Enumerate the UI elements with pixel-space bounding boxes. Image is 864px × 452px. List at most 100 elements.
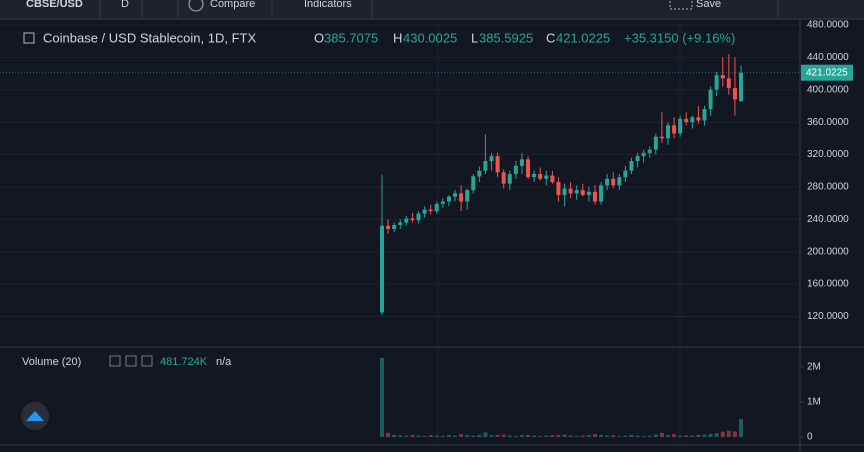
- volume-bar: [446, 434, 451, 437]
- volume-title: Volume (20): [22, 356, 81, 368]
- price-tick-label: 400.0000: [807, 84, 849, 95]
- o-label: O: [314, 30, 324, 45]
- volume-tick-label: 1M: [807, 397, 821, 408]
- volume-tick-label: 0: [807, 432, 813, 443]
- price-tick-label: 160.0000: [807, 279, 849, 290]
- volume-bar: [398, 435, 403, 437]
- candle-body: [720, 75, 725, 79]
- volume-bar: [519, 435, 524, 437]
- volume-bar: [696, 434, 701, 437]
- volume-bar: [440, 435, 445, 437]
- candle-body: [538, 173, 543, 179]
- legend-title: Coinbase / USD Stablecoin, 1D, FTX: [43, 30, 256, 45]
- collapse-icon[interactable]: [23, 32, 35, 44]
- volume-bar: [635, 435, 640, 437]
- candle-body: [611, 178, 616, 186]
- candle-body: [526, 159, 531, 178]
- candle-body: [550, 175, 555, 183]
- indicators-button[interactable]: Indicators: [304, 0, 352, 10]
- candle-body: [635, 156, 640, 161]
- candle-body: [532, 173, 537, 178]
- candle-body: [592, 191, 597, 202]
- volume-bar: [471, 435, 476, 437]
- vol-icon[interactable]: [125, 355, 137, 367]
- volume-bar: [665, 434, 670, 437]
- compare-icon[interactable]: [188, 0, 204, 12]
- symbol[interactable]: CBSE/USD: [26, 0, 83, 10]
- candle-body: [544, 175, 549, 179]
- candle-body: [446, 196, 451, 202]
- candle-body: [477, 170, 482, 177]
- candle-body: [708, 89, 713, 110]
- price-tick-label: 320.0000: [807, 149, 849, 160]
- layout-icon[interactable]: [669, 0, 693, 10]
- candle-body: [726, 78, 731, 89]
- volume-bar: [538, 435, 543, 437]
- candle-body: [702, 109, 707, 121]
- volume-bar: [684, 435, 689, 437]
- candle-body: [483, 160, 488, 171]
- current-price: 421.0225: [806, 67, 848, 78]
- volume-bar: [623, 435, 628, 437]
- candle-body: [519, 159, 524, 166]
- volume-bar: [629, 434, 634, 437]
- volume-bar: [392, 434, 397, 437]
- volume-bar: [562, 434, 567, 437]
- volume-bar: [465, 435, 470, 437]
- volume-bar: [726, 430, 731, 437]
- volume-bar: [422, 435, 427, 437]
- volume-bar: [410, 434, 415, 437]
- volume-bar: [477, 434, 482, 437]
- candle-body: [398, 222, 403, 225]
- candle-body: [599, 185, 604, 202]
- candle-body: [690, 117, 695, 123]
- volume-bar: [659, 432, 664, 437]
- l-label: L: [471, 30, 478, 45]
- volume-bar: [647, 435, 652, 437]
- candle-body: [513, 165, 518, 174]
- volume-bar: [653, 434, 658, 437]
- save-button[interactable]: Save: [696, 0, 721, 10]
- interval[interactable]: D: [121, 0, 129, 10]
- volume-bar: [544, 435, 549, 437]
- volume-bar: [580, 435, 585, 437]
- candle-body: [386, 225, 391, 230]
- volume-bar: [586, 435, 591, 437]
- volume-bar: [617, 435, 622, 437]
- candle-body: [562, 188, 567, 195]
- price-tick-label: 120.0000: [807, 311, 849, 322]
- candle-body: [392, 224, 397, 230]
- price-tick-label: 360.0000: [807, 117, 849, 128]
- c-label: C: [546, 30, 555, 45]
- candle-body: [416, 213, 421, 221]
- volume-bar: [641, 435, 646, 437]
- volume-bar: [568, 435, 573, 437]
- vol-icon[interactable]: [141, 355, 153, 367]
- change: +35.3150 (+9.16%): [624, 30, 735, 45]
- volume-bar: [489, 435, 494, 437]
- volume-bar: [513, 435, 518, 437]
- volume-bar: [605, 435, 610, 437]
- candle-body: [617, 177, 622, 186]
- candle-body: [380, 225, 384, 313]
- volume-bar: [495, 434, 500, 437]
- price-tick-label: 240.0000: [807, 214, 849, 225]
- candle-body: [659, 136, 664, 139]
- candle-body: [465, 190, 470, 202]
- toolbar: [0, 0, 864, 19]
- candle-body: [440, 201, 445, 204]
- compare-button[interactable]: Compare: [210, 0, 255, 10]
- candle-body: [434, 203, 439, 212]
- volume-value: 481.724K: [160, 356, 208, 368]
- volume-bar: [404, 435, 409, 437]
- candle-body: [459, 193, 464, 202]
- volume-bar: [702, 434, 707, 437]
- candle-body: [672, 125, 677, 134]
- candle-body: [623, 170, 628, 178]
- vol-icon[interactable]: [109, 355, 121, 367]
- volume-bar: [678, 435, 683, 437]
- volume-bar: [380, 357, 384, 437]
- volume-bar: [592, 434, 597, 437]
